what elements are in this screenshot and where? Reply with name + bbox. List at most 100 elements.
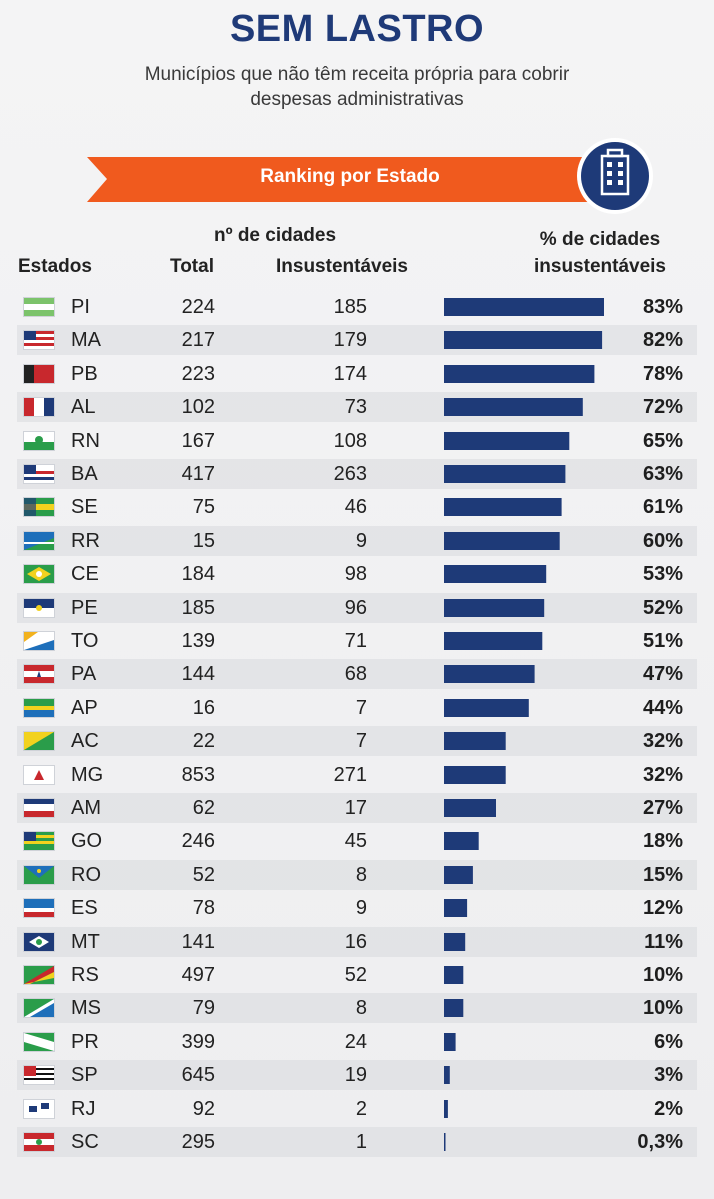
table-row: CE 184 98 53%	[17, 559, 697, 589]
ribbon-label: Ranking por Estado	[260, 166, 440, 187]
total-value: 15	[192, 529, 215, 552]
pct-label: 47%	[642, 663, 683, 686]
table-row: MS 79 8 10%	[17, 993, 697, 1024]
state-code: MG	[71, 763, 104, 786]
bar-svg	[444, 531, 560, 550]
total-value: 184	[181, 563, 215, 586]
pct-label: 10%	[642, 964, 683, 986]
bar-svg	[444, 865, 473, 884]
pa-flag-icon	[23, 664, 55, 685]
total-value: 144	[181, 663, 215, 686]
insustentaveis-value: 71	[344, 630, 367, 652]
insustentaveis-value: 179	[333, 329, 367, 352]
table-row: PA 144 68 47%	[17, 659, 697, 690]
table-row: BA 417 263 63%	[17, 459, 697, 489]
total-value: 217	[181, 329, 215, 352]
state-code: SP	[71, 1064, 98, 1087]
state-code: RR	[71, 529, 100, 552]
am-flag-icon	[23, 798, 55, 818]
table-row: AP 16 7 44%	[17, 693, 697, 723]
bar-pa	[444, 665, 535, 684]
insustentaveis-value: 9	[355, 529, 367, 552]
state-code: PB	[71, 362, 98, 385]
table-row: RN 167 108 65%	[17, 426, 697, 456]
bar-svg	[444, 398, 583, 417]
pct-label: 78%	[642, 362, 683, 385]
bar-svg	[444, 932, 466, 951]
bar-go	[444, 832, 479, 851]
pct-label: 10%	[642, 997, 683, 1020]
header-estados: Estados	[18, 256, 92, 277]
al-flag-icon	[23, 397, 55, 418]
page-subtitle: Municípios que não têm receita própria p…	[0, 62, 714, 112]
insustentaveis-value: 8	[355, 997, 367, 1020]
bar-svg	[444, 298, 604, 316]
insustentaveis-value: 9	[355, 897, 367, 920]
state-code: PA	[71, 663, 97, 686]
pct-label: 61%	[642, 496, 683, 519]
pct-label: 27%	[642, 797, 683, 819]
total-value: 417	[181, 463, 215, 485]
bar-ce	[444, 565, 547, 584]
bar-svg	[444, 331, 603, 350]
state-code: SE	[71, 496, 98, 519]
bar-pe	[444, 598, 545, 617]
total-value: 399	[181, 1030, 215, 1053]
pct-label: 2%	[654, 1097, 683, 1120]
state-code: MT	[71, 930, 100, 953]
bar-ac	[444, 732, 506, 751]
pct-label: 0,3%	[637, 1131, 683, 1153]
se-flag-icon	[23, 497, 55, 518]
pct-label: 72%	[642, 396, 683, 419]
bar-svg	[444, 966, 464, 984]
ro-flag-icon	[23, 864, 55, 885]
bar-sc	[444, 1133, 446, 1151]
table-row: MA 217 179 82%	[17, 325, 697, 356]
bar-rs	[444, 966, 464, 984]
state-code: BA	[71, 463, 98, 485]
insustentaveis-value: 7	[355, 730, 367, 753]
bar-svg	[444, 364, 595, 383]
table-row: AC 22 7 32%	[17, 726, 697, 757]
table-row: PR 399 24 6%	[17, 1027, 697, 1057]
state-code: RS	[71, 964, 99, 986]
bar-svg	[444, 565, 547, 584]
total-value: 52	[192, 863, 215, 886]
page-title: SEM LASTRO	[229, 8, 485, 50]
pct-label: 12%	[642, 897, 683, 920]
state-code: AM	[71, 797, 101, 819]
pct-label: 32%	[642, 763, 683, 786]
insustentaveis-value: 174	[333, 362, 367, 385]
state-code: ES	[71, 897, 98, 920]
pct-label: 32%	[642, 730, 683, 753]
total-value: 16	[192, 696, 215, 719]
pct-label: 6%	[654, 1030, 683, 1053]
state-code: PE	[71, 596, 98, 619]
bar-am	[444, 799, 496, 817]
insustentaveis-value: 52	[344, 964, 367, 986]
pb-flag-icon	[23, 363, 55, 384]
bar-svg	[444, 832, 479, 851]
bar-svg	[444, 632, 543, 650]
table-row: PE 185 96 52%	[17, 592, 697, 623]
bar-mt	[444, 932, 466, 951]
bar-rr	[444, 531, 560, 550]
pct-label: 65%	[642, 429, 683, 452]
bar-ba	[444, 465, 566, 483]
insustentaveis-value: 17	[344, 797, 367, 819]
pr-flag-icon	[23, 1031, 55, 1052]
bar-rn	[444, 431, 570, 450]
bar-svg	[444, 899, 468, 918]
rn-flag-icon	[23, 430, 55, 451]
table-row: AL 102 73 72%	[17, 392, 697, 423]
total-value: 92	[192, 1097, 215, 1120]
header-group-cidades: nº de cidades	[214, 225, 337, 246]
state-code: AL	[71, 396, 96, 419]
table-row: MT 141 16 11%	[17, 926, 697, 957]
table-row: RJ 92 2 2%	[17, 1094, 697, 1124]
subtitle-line-2: despesas administrativas	[250, 89, 464, 110]
insustentaveis-value: 108	[333, 429, 367, 452]
state-code: TO	[71, 630, 99, 652]
insustentaveis-value: 24	[344, 1030, 367, 1053]
bar-pb	[444, 364, 595, 383]
